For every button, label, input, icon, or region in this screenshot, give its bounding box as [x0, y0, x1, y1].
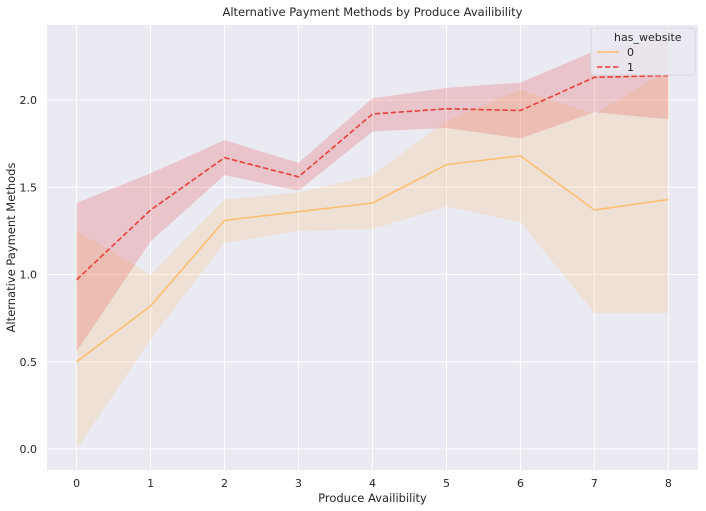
x-axis-label: Produce Availibility	[318, 491, 427, 505]
grid-lines	[47, 25, 698, 470]
x-tick-label: 6	[517, 477, 524, 490]
chart-title: Alternative Payment Methods by Produce A…	[222, 5, 522, 19]
y-axis-label: Alternative Payment Methods	[4, 163, 18, 333]
x-tick-label: 0	[73, 477, 80, 490]
x-axis-ticks: 0 1 2 3 4 5 6 7 8	[73, 477, 672, 490]
y-tick-label: 2.0	[20, 94, 38, 107]
y-tick-label: 1.5	[20, 181, 38, 194]
series-line-1	[76, 74, 669, 281]
legend-title: has_website	[614, 31, 682, 44]
confidence-band-0	[76, 70, 669, 450]
confidence-band-1	[76, 37, 669, 352]
x-tick-label: 7	[591, 477, 598, 490]
x-tick-label: 8	[665, 477, 672, 490]
x-tick-label: 5	[443, 477, 450, 490]
y-axis-ticks: 0.0 0.5 1.0 1.5 2.0	[20, 94, 38, 456]
y-tick-label: 0.0	[20, 443, 38, 456]
x-tick-label: 3	[295, 477, 302, 490]
y-tick-label: 0.5	[20, 356, 38, 369]
y-tick-label: 1.0	[20, 269, 38, 282]
series-lines	[76, 74, 669, 363]
legend: has_website 01	[590, 27, 696, 76]
legend-items: 01	[597, 46, 634, 74]
x-tick-label: 2	[221, 477, 228, 490]
legend-box	[590, 27, 696, 76]
x-tick-label: 1	[147, 477, 154, 490]
confidence-bands	[76, 37, 669, 450]
legend-label-0: 0	[627, 46, 634, 59]
legend-label-1: 1	[627, 61, 634, 74]
x-tick-label: 4	[369, 477, 376, 490]
